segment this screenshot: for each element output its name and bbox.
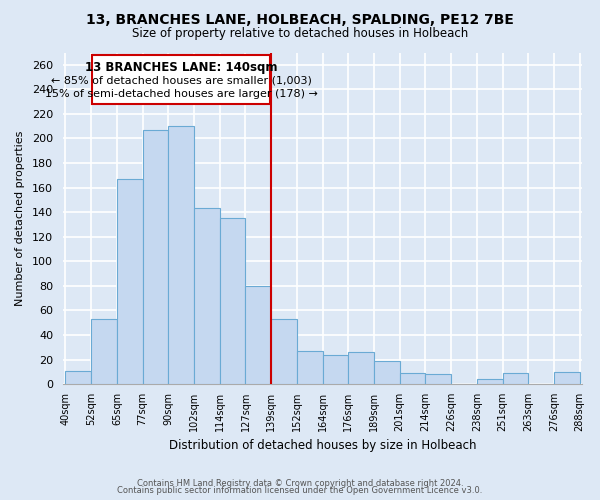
Bar bbox=[220, 218, 245, 384]
Bar bbox=[65, 370, 91, 384]
Text: 13 BRANCHES LANE: 140sqm: 13 BRANCHES LANE: 140sqm bbox=[85, 61, 277, 74]
Text: Size of property relative to detached houses in Holbeach: Size of property relative to detached ho… bbox=[132, 28, 468, 40]
Bar bbox=[323, 354, 349, 384]
Text: Contains public sector information licensed under the Open Government Licence v3: Contains public sector information licen… bbox=[118, 486, 482, 495]
Y-axis label: Number of detached properties: Number of detached properties bbox=[15, 130, 25, 306]
Bar bbox=[245, 286, 271, 384]
FancyBboxPatch shape bbox=[92, 55, 270, 104]
Bar bbox=[194, 208, 220, 384]
Text: 13, BRANCHES LANE, HOLBEACH, SPALDING, PE12 7BE: 13, BRANCHES LANE, HOLBEACH, SPALDING, P… bbox=[86, 12, 514, 26]
Bar bbox=[503, 373, 529, 384]
Text: Contains HM Land Registry data © Crown copyright and database right 2024.: Contains HM Land Registry data © Crown c… bbox=[137, 478, 463, 488]
Text: 15% of semi-detached houses are larger (178) →: 15% of semi-detached houses are larger (… bbox=[45, 90, 317, 100]
Text: ← 85% of detached houses are smaller (1,003): ← 85% of detached houses are smaller (1,… bbox=[51, 76, 311, 86]
Bar bbox=[169, 126, 194, 384]
Bar bbox=[271, 319, 297, 384]
Bar bbox=[400, 373, 425, 384]
Bar bbox=[117, 179, 143, 384]
Bar bbox=[143, 130, 169, 384]
Bar bbox=[297, 351, 323, 384]
Bar bbox=[477, 379, 503, 384]
Bar bbox=[374, 361, 400, 384]
Bar bbox=[554, 372, 580, 384]
Bar bbox=[91, 319, 117, 384]
X-axis label: Distribution of detached houses by size in Holbeach: Distribution of detached houses by size … bbox=[169, 440, 476, 452]
Bar bbox=[425, 374, 451, 384]
Bar bbox=[349, 352, 374, 384]
